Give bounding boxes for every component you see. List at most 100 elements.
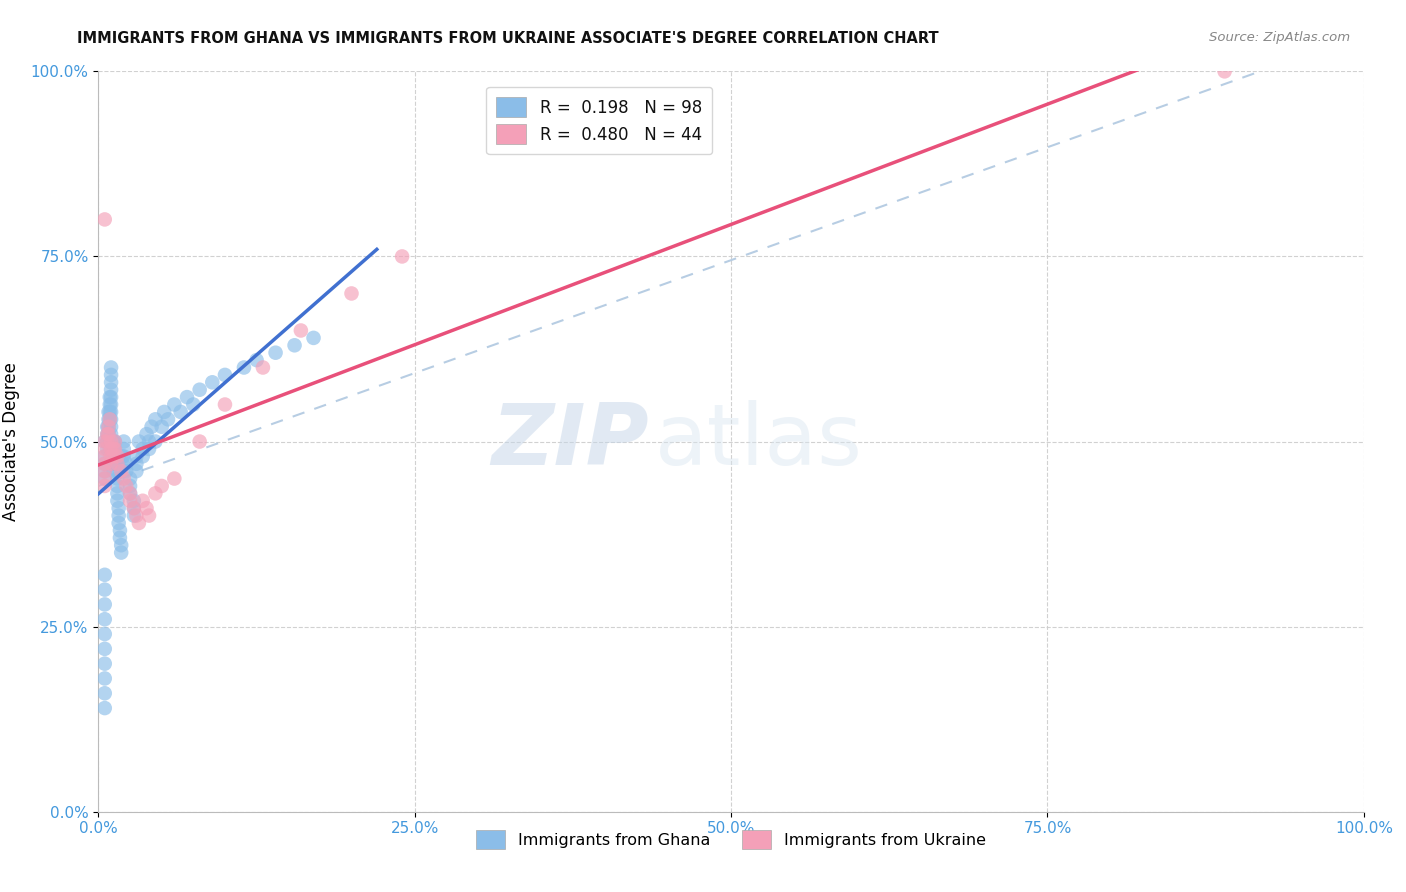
Point <box>98 405 121 419</box>
Point <box>141 419 163 434</box>
Point <box>103 442 125 456</box>
Point <box>104 434 127 449</box>
Point <box>145 434 166 449</box>
Point <box>107 464 129 478</box>
Point <box>100 376 122 390</box>
Point <box>93 582 117 597</box>
Point <box>302 331 325 345</box>
Point <box>104 450 127 464</box>
Point <box>93 657 117 671</box>
Point <box>93 627 117 641</box>
Point <box>98 412 121 426</box>
Point <box>96 427 118 442</box>
Point <box>104 457 127 471</box>
Point <box>103 434 125 449</box>
Point <box>112 442 135 456</box>
Point <box>108 524 131 538</box>
Point <box>150 479 173 493</box>
Point <box>112 434 135 449</box>
Point <box>104 442 127 456</box>
Point <box>103 464 125 478</box>
Point <box>122 493 145 508</box>
Point <box>115 457 138 471</box>
Point <box>214 398 236 412</box>
Point <box>93 457 117 471</box>
Point <box>176 390 198 404</box>
Point <box>93 464 117 478</box>
Point <box>107 471 129 485</box>
Point <box>135 427 157 442</box>
Point <box>93 686 117 700</box>
Point <box>122 508 145 523</box>
Point <box>103 450 125 464</box>
Point <box>246 353 269 368</box>
Point <box>93 641 117 656</box>
Point <box>153 405 176 419</box>
Point <box>284 338 307 352</box>
Point <box>188 434 211 449</box>
Point <box>115 479 138 493</box>
Point <box>391 250 413 264</box>
Text: atlas: atlas <box>655 400 863 483</box>
Point <box>98 412 121 426</box>
Point <box>100 442 122 456</box>
Point <box>100 360 122 375</box>
Point <box>103 442 125 456</box>
Point <box>93 450 117 464</box>
Point <box>93 598 117 612</box>
Point <box>100 412 122 426</box>
Point <box>107 457 129 471</box>
Point <box>252 360 274 375</box>
Point <box>93 434 117 449</box>
Point <box>100 390 122 404</box>
Point <box>97 427 120 442</box>
Point <box>128 434 150 449</box>
Point <box>107 450 129 464</box>
Point <box>128 516 150 530</box>
Point <box>125 450 148 464</box>
Point <box>100 450 122 464</box>
Point <box>111 457 134 471</box>
Point <box>104 442 127 456</box>
Point <box>110 464 132 478</box>
Point <box>201 376 224 390</box>
Point <box>120 486 141 500</box>
Point <box>97 419 120 434</box>
Point <box>112 450 135 464</box>
Point <box>157 412 180 426</box>
Point <box>145 412 166 426</box>
Point <box>108 531 131 545</box>
Point <box>132 442 155 456</box>
Y-axis label: Associate's Degree: Associate's Degree <box>1 362 20 521</box>
Point <box>111 450 134 464</box>
Point <box>100 398 122 412</box>
Point <box>138 442 160 456</box>
Point <box>120 479 141 493</box>
Point <box>96 434 118 449</box>
Point <box>183 398 205 412</box>
Point <box>107 508 129 523</box>
Point <box>100 368 122 382</box>
Point <box>100 427 122 442</box>
Point <box>107 501 129 516</box>
Point <box>214 368 236 382</box>
Point <box>264 345 287 359</box>
Point <box>107 479 129 493</box>
Point <box>340 286 363 301</box>
Point <box>107 516 129 530</box>
Point <box>93 450 117 464</box>
Point <box>163 471 186 485</box>
Point <box>96 419 118 434</box>
Point <box>93 567 117 582</box>
Point <box>93 442 117 456</box>
Point <box>150 419 173 434</box>
Point <box>115 464 138 478</box>
Point <box>103 457 125 471</box>
Point <box>97 405 120 419</box>
Point <box>100 383 122 397</box>
Point <box>122 501 145 516</box>
Legend: Immigrants from Ghana, Immigrants from Ukraine: Immigrants from Ghana, Immigrants from U… <box>470 823 993 855</box>
Text: ZIP: ZIP <box>491 400 648 483</box>
Point <box>125 508 148 523</box>
Point <box>100 405 122 419</box>
